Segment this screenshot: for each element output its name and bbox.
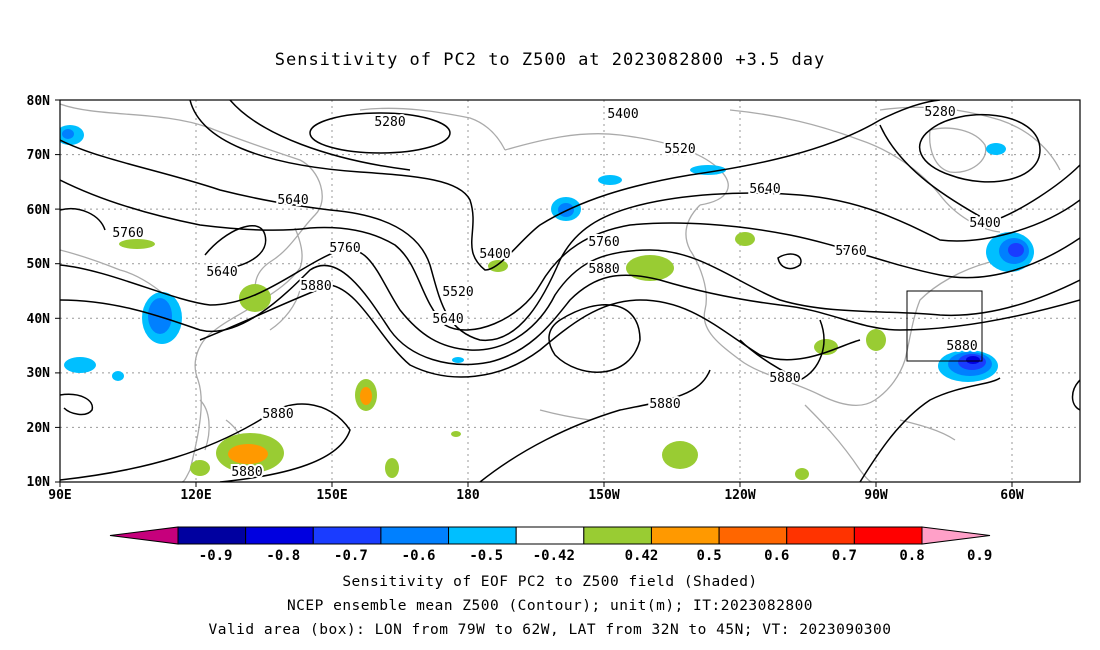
colorbar-label: 0.42 [625,548,659,564]
valid-area-box [906,290,983,362]
contour-label: 5640 [749,182,780,197]
contour-label: 5760 [835,244,866,259]
lat-label-10n: 10N [27,475,51,490]
contour-label: 5760 [588,235,619,250]
colorbar-cell [380,526,450,545]
colorbar-label: -0.6 [402,548,436,564]
colorbar-cell [515,526,585,545]
contour-label: 5880 [769,371,800,386]
contour-label: 5400 [607,107,638,122]
contour-label: 5400 [969,216,1000,231]
contour-label: 5280 [374,115,405,130]
z500-contours [60,100,1080,482]
colorbar-label: 0.9 [967,548,992,564]
caption-valid-area: Valid area (box): LON from 79W to 62W, L… [208,622,892,638]
colorbar-label: -0.7 [334,548,368,564]
lon-label-150e: 150E [316,488,347,503]
contour-label: 5760 [329,241,360,256]
lat-label-60n: 60N [27,203,51,218]
contour-label: 5640 [432,312,463,327]
colorbar-min-triangle [109,526,179,545]
colorbar-cell [177,526,247,545]
contour-label: 5880 [588,262,619,277]
colorbar: -0.9 -0.8 -0.7 -0.6 -0.5 -0.42 0.42 0.5 0.6 0.7 0.… [109,526,992,564]
colorbar-label: 0.8 [899,548,924,564]
colorbar-label: 0.6 [764,548,789,564]
contour-labels: 5280 5280 5400 5400 5400 5520 5520 5640 5640 5640… [110,103,1002,482]
lon-label-60w: 60W [1000,488,1024,503]
colorbar-label: -0.8 [266,548,300,564]
axis-ticks [55,99,1013,487]
colorbar-cell [245,526,314,545]
lon-label-150w: 150W [588,488,619,503]
lon-label-180: 180 [456,488,480,503]
contour-label: 5640 [206,265,237,280]
colorbar-cell [786,526,855,545]
lat-label-70n: 70N [27,148,51,163]
lat-label-20n: 20N [27,421,51,436]
lat-label-80n: 80N [27,94,51,109]
colorbar-cell [853,526,923,545]
map-frame [59,99,1081,483]
caption-contour: NCEP ensemble mean Z500 (Contour); unit(… [286,598,814,614]
colorbar-label: -0.5 [469,548,503,564]
shaded-sensitivity [60,125,1034,480]
colorbar-cell [448,526,517,545]
lat-label-40n: 40N [27,312,51,327]
colorbar-label: -0.9 [199,548,233,564]
lat-label-30n: 30N [27,366,51,381]
lon-label-120e: 120E [180,488,211,503]
contour-label: 5520 [664,142,695,157]
lat-label-50n: 50N [27,257,51,272]
colorbar-cell [312,526,382,545]
map-title: Sensitivity of PC2 to Z500 at 2023082800… [274,50,826,70]
contour-label: 5760 [112,226,143,241]
colorbar-max-triangle [921,526,991,545]
contour-label: 5880 [262,407,293,422]
lon-label-120w: 120W [724,488,755,503]
contour-label: 5880 [300,279,331,294]
contour-label: 5880 [231,465,262,480]
caption-shaded: Sensitivity of EOF PC2 to Z500 field (Sh… [342,574,758,590]
latitude-labels: 80N 70N 60N 50N 40N 30N 20N 10N [27,94,51,490]
colorbar-label: -0.42 [533,548,575,564]
colorbar-cell [583,526,652,545]
contour-label: 5880 [649,397,680,412]
lon-label-90e: 90E [48,488,71,503]
coastlines [60,103,1061,482]
colorbar-cell [718,526,788,545]
contour-label: 5520 [442,285,473,300]
contour-label: 5880 [946,339,977,354]
contour-label: 5280 [924,105,955,120]
colorbar-cell [650,526,720,545]
lon-label-90w: 90W [864,488,888,503]
colorbar-label: 0.5 [696,548,721,564]
contour-label: 5640 [277,193,308,208]
colorbar-label: 0.7 [832,548,857,564]
contour-label: 5400 [479,247,510,262]
longitude-labels: 90E 120E 150E 180 150W 120W 90W 60W [48,488,1024,503]
